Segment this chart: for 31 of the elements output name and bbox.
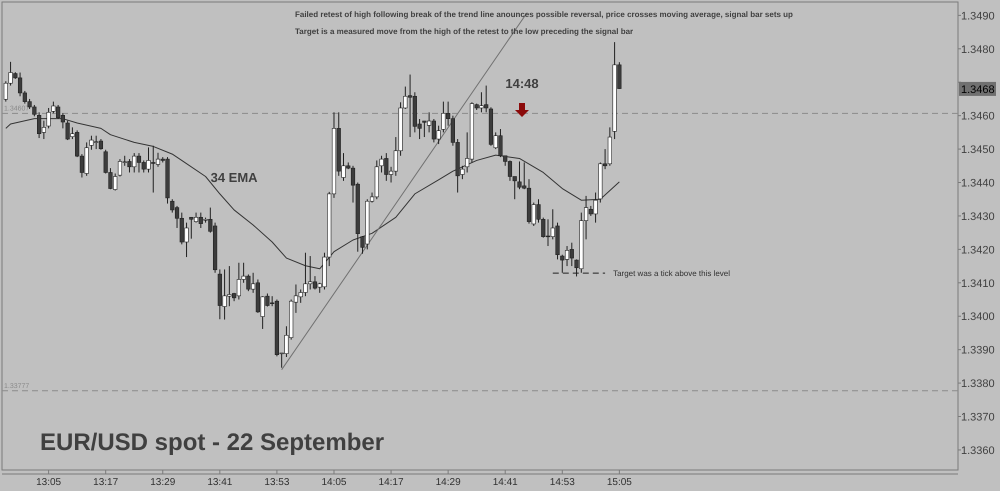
y-tick-label: 1.3380: [961, 378, 995, 390]
x-tick-label: 14:41: [492, 477, 518, 488]
candlestick: [46, 107, 51, 129]
y-tick-label: 1.3360: [961, 444, 995, 457]
annotation: Failed retest of high following break of the trend line anounces possible reversal, price crosses moving average, signal bar sets up: [295, 10, 794, 19]
y-tick-label: 1.3410: [961, 278, 995, 290]
annotation: 1.3468: [961, 84, 995, 96]
x-tick-label: 13:29: [150, 477, 176, 488]
y-tick-label: 1.3450: [961, 144, 995, 156]
y-tick-label: 1.3390: [961, 344, 995, 357]
y-tick-label: 1.3490: [961, 10, 995, 22]
x-tick-label: 13:05: [36, 477, 62, 488]
x-tick-label: 14:17: [378, 477, 404, 488]
y-tick-label: 1.3400: [961, 311, 995, 324]
y-tick-label: 1.3480: [961, 44, 995, 56]
y-tick-label: 1.3370: [961, 412, 995, 424]
y-tick-label: 1.3430: [961, 210, 995, 223]
x-tick-label: 14:29: [436, 477, 462, 488]
series-label: 34 EMA: [210, 170, 258, 185]
annotation: Target was a tick above this level: [613, 269, 730, 278]
y-tick-label: 1.3460: [961, 110, 995, 123]
x-tick-label: 13:41: [207, 477, 233, 488]
y-tick-label: 1.3440: [961, 178, 995, 190]
x-tick-label: 14:53: [550, 477, 576, 488]
text: EUR/USD spot - 22 September: [40, 429, 384, 456]
x-tick-label: 13:53: [264, 477, 290, 488]
x-tick-label: 15:05: [606, 477, 632, 488]
annotation: 14:48: [505, 76, 539, 91]
y-tick-label: 1.3420: [961, 244, 995, 256]
x-tick-label: 13:17: [93, 477, 119, 488]
x-tick-label: 14:05: [321, 477, 347, 488]
